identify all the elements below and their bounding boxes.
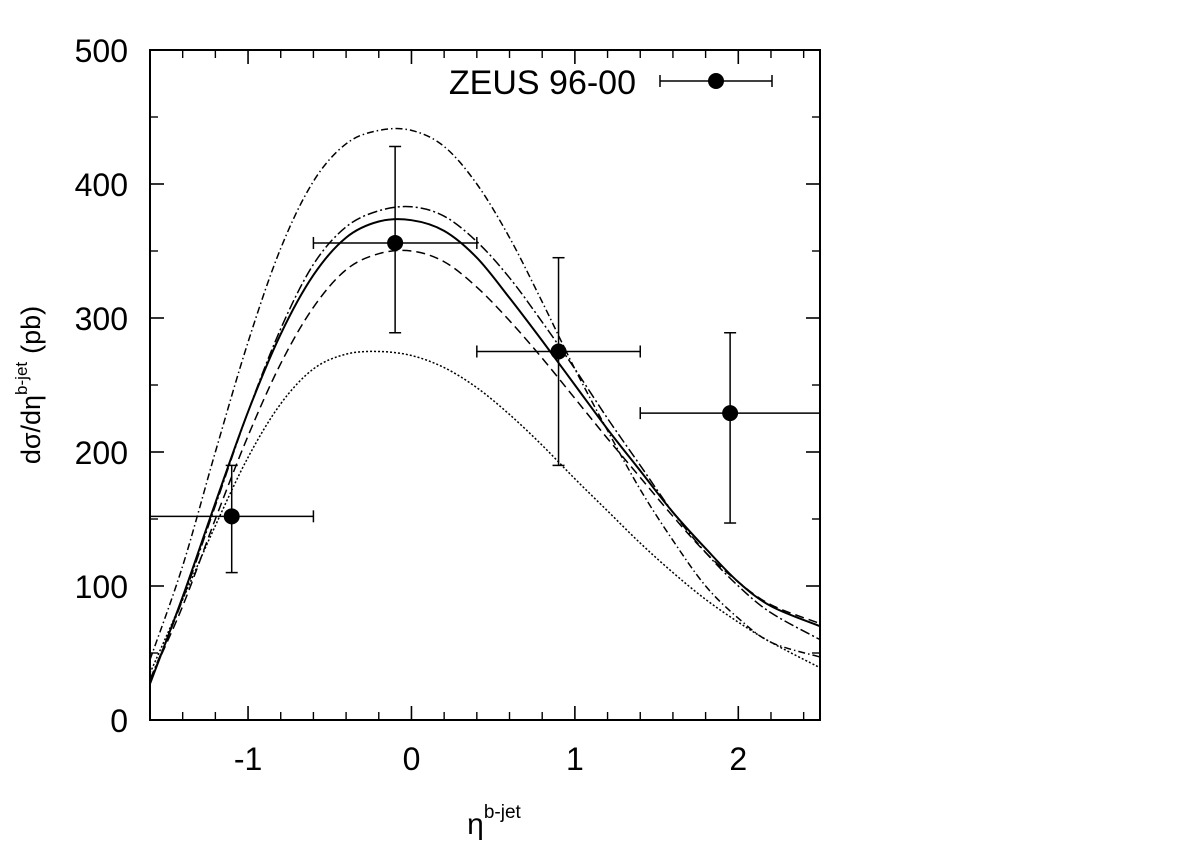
axis-ticks <box>149 49 820 721</box>
legend-marker <box>708 73 724 89</box>
theory-curve-dashed <box>149 249 821 681</box>
legend: ZEUS 96-00 <box>449 64 773 102</box>
theory-curve-dash-dot-wide <box>149 127 821 660</box>
y-tick-label: 200 <box>75 435 128 471</box>
y-axis-label-unit: (pb) <box>16 306 46 354</box>
axis-tick-labels: -1 0 1 2 0 100 200 300 400 500 <box>75 33 748 777</box>
data-point <box>312 145 478 334</box>
plot-frame <box>149 49 821 721</box>
legend-label: ZEUS 96-00 <box>449 64 636 102</box>
x-axis-label-sup: b-jet <box>484 802 522 823</box>
y-tick-label: 100 <box>75 569 128 605</box>
theory-curve-dash-dot <box>149 205 821 681</box>
y-axis-label-main: dσ/dη <box>16 395 46 464</box>
x-tick-label: 2 <box>729 741 747 777</box>
data-marker <box>387 234 404 251</box>
data-point <box>150 464 315 574</box>
theory-curves <box>149 127 821 685</box>
x-tick-label: 1 <box>566 741 584 777</box>
y-tick-label: 500 <box>75 33 128 69</box>
y-tick-label: 300 <box>75 301 128 337</box>
data-marker <box>223 508 240 525</box>
theory-curve-solid <box>149 218 821 685</box>
y-axis-label: dσ/dηb-jet (pb) <box>12 306 46 464</box>
x-tick-label: 0 <box>403 741 421 777</box>
y-tick-label: 400 <box>75 167 128 203</box>
y-axis-label-sup: b-jet <box>12 362 31 395</box>
x-axis-label: ηb-jet <box>467 802 521 840</box>
y-tick-label: 0 <box>110 703 128 739</box>
data-marker <box>550 343 567 360</box>
data-marker <box>722 405 739 422</box>
data-point <box>639 331 820 524</box>
legend-symbol <box>659 73 773 89</box>
data-points <box>150 145 820 574</box>
theory-curve-dotted <box>149 350 821 674</box>
data-point <box>476 256 641 467</box>
x-axis-label-main: η <box>467 808 484 840</box>
x-tick-label: -1 <box>234 741 262 777</box>
